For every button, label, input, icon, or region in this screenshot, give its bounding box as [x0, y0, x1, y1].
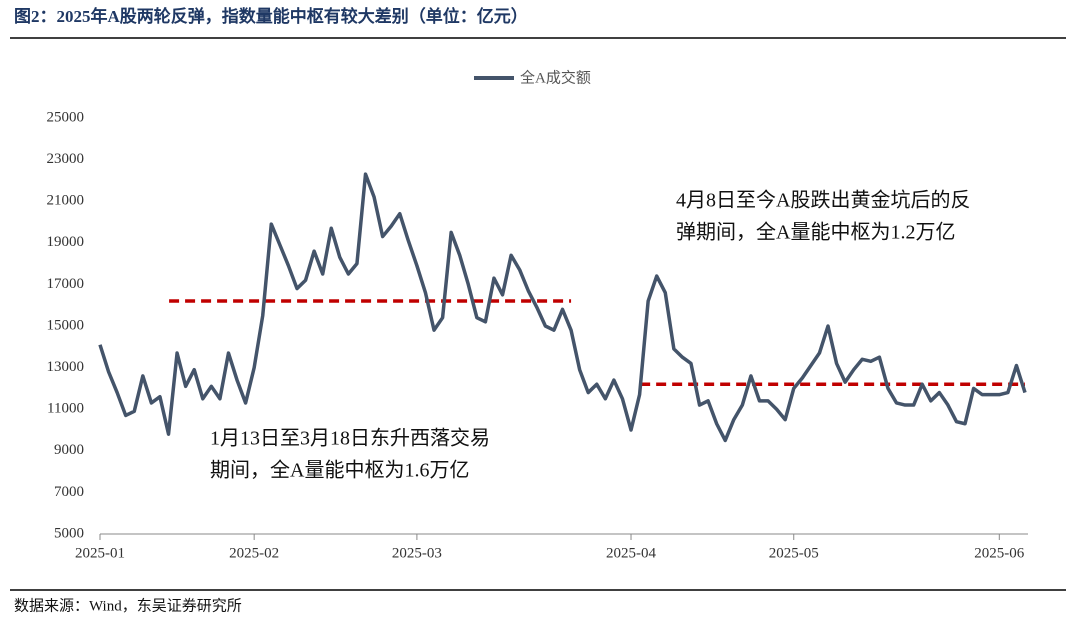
series-line [98, 172, 1027, 443]
annotation: 期间，全A量能中枢为1.6万亿 [210, 459, 469, 482]
x-tick-label: 2025-04 [606, 545, 656, 561]
y-tick-label: 21000 [47, 193, 85, 209]
y-tick-label: 11000 [47, 401, 84, 417]
y-tick-label: 5000 [54, 525, 84, 541]
annotation: 1月13日至3月18日东升西落交易 [210, 427, 490, 450]
y-tick-label: 23000 [47, 151, 85, 167]
y-tick-label: 19000 [47, 234, 85, 250]
x-tick-label: 2025-03 [392, 545, 442, 561]
x-tick-label: 2025-01 [75, 545, 125, 561]
x-tick-label: 2025-05 [769, 545, 819, 561]
source: 数据来源：Wind，东吴证券研究所 [14, 597, 242, 614]
y-tick-label: 9000 [54, 442, 84, 458]
annotation: 4月8日至今A股跌出黄金坑后的反 [676, 189, 970, 212]
y-tick-label: 13000 [47, 359, 85, 375]
y-tick-label: 15000 [47, 317, 85, 333]
x-tick-label: 2025-02 [229, 545, 279, 561]
annotation: 弹期间，全A量能中枢为1.2万亿 [676, 221, 955, 244]
y-tick-label: 7000 [54, 484, 84, 500]
y-tick-label: 25000 [47, 109, 85, 125]
legend-label: 全A成交额 [520, 68, 591, 86]
chart-title: 图2：2025年A股两轮反弹，指数量能中枢有较大差别（单位：亿元） [14, 6, 528, 26]
x-tick-label: 2025-06 [974, 545, 1024, 561]
y-tick-label: 17000 [47, 276, 85, 292]
